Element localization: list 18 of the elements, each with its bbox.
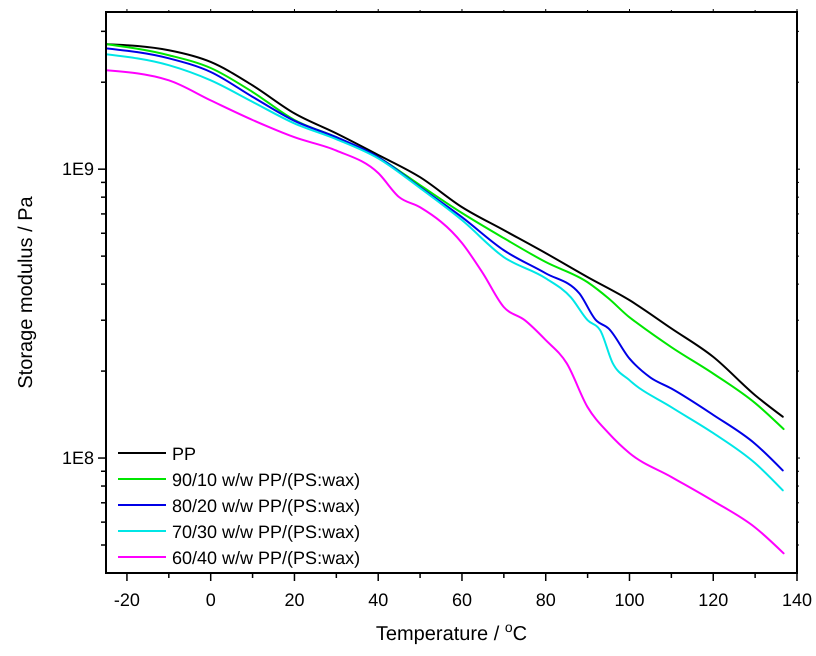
legend-label: 90/10 w/w PP/(PS:wax) [172,470,360,490]
x-tick-label: 60 [452,590,472,610]
x-tick-label: 0 [206,590,216,610]
y-tick-label: 1E9 [62,159,94,180]
legend-label: 60/40 w/w PP/(PS:wax) [172,548,360,568]
x-tick-label: 20 [284,590,304,610]
legend-label: 70/30 w/w PP/(PS:wax) [172,522,360,542]
x-tick-label: -20 [114,590,140,610]
x-tick-label: 40 [368,590,388,610]
x-tick-label: 140 [782,590,812,610]
y-tick-label: 1E8 [62,448,94,468]
x-axis-title: Temperature / $^{o}$C [376,619,528,645]
y-axis-title: Storage modulus / Pa [15,195,37,389]
x-tick-label: 100 [614,590,645,610]
legend-label: 80/20 w/w PP/(PS:wax) [172,496,360,516]
legend-label: PP [172,444,196,464]
x-tick-label: 120 [698,590,728,610]
x-tick-label: 80 [536,590,556,610]
